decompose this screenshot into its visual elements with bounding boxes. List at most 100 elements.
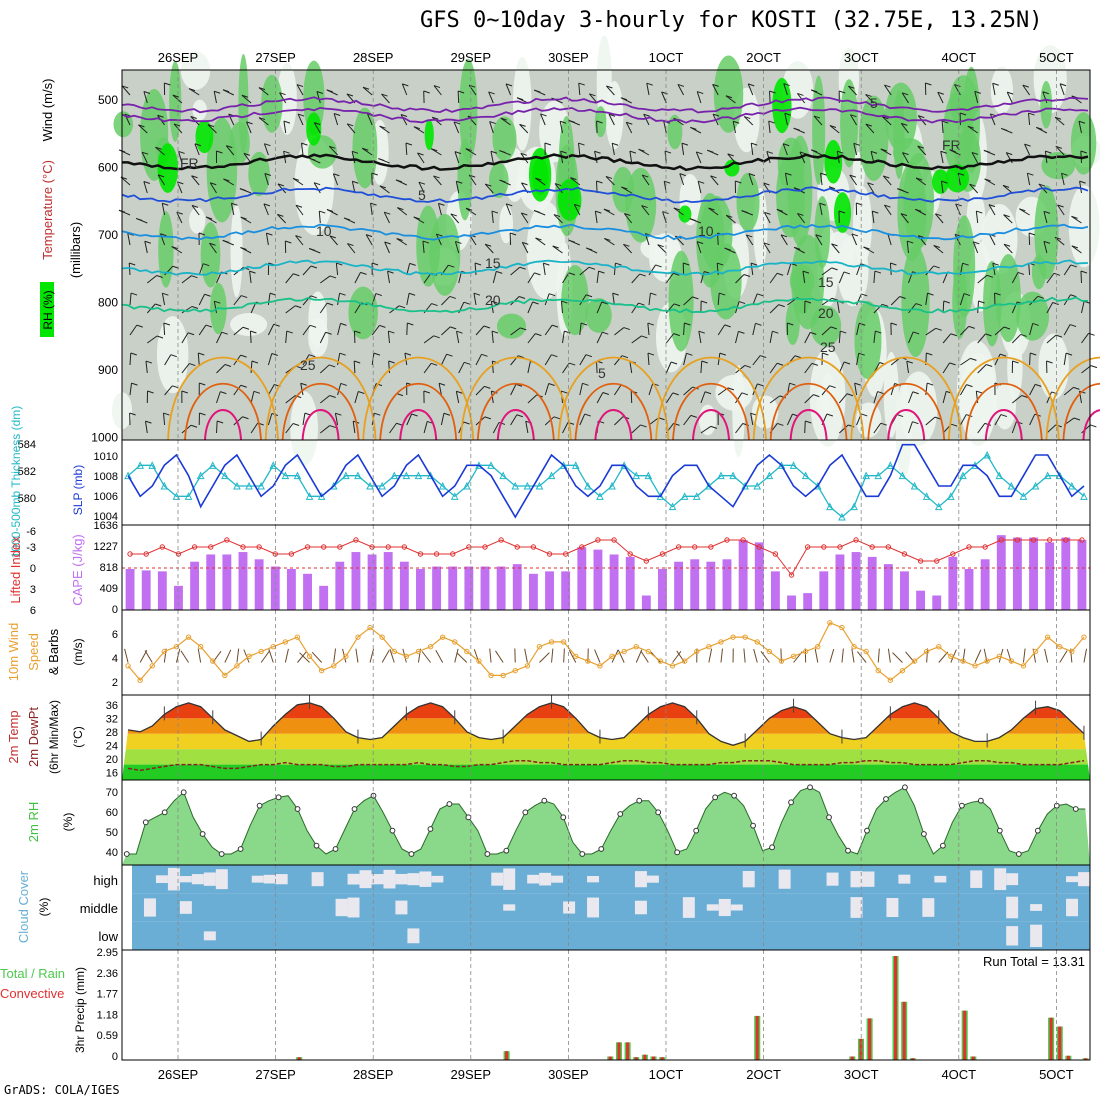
wind-barb-flag (1070, 294, 1077, 298)
wind-barb-flag (450, 326, 457, 330)
wind-barb (725, 95, 736, 104)
wind10-barb (299, 652, 310, 663)
wind-barb-flag (681, 142, 689, 146)
wind-barb (665, 392, 674, 404)
temp-contour-5 (121, 186, 1089, 204)
wind-barb-flag (561, 300, 568, 304)
temp-contour-30 (1062, 383, 1100, 441)
rh2m-point (522, 809, 529, 816)
rh-moist-patch (612, 166, 635, 213)
wind-barb (901, 92, 909, 104)
date-label-bottom: 3OCT (844, 1067, 879, 1082)
wind-barb (1055, 146, 1065, 156)
wind-barb (797, 213, 806, 224)
date-label-top: 3OCT (844, 50, 879, 65)
wind-barb (696, 91, 702, 104)
temp-band (122, 718, 1090, 734)
wind-barb (456, 331, 460, 344)
wind-barb-flag (986, 364, 993, 367)
temp-tick: 32 (106, 714, 118, 726)
wind-barb-flag (750, 262, 758, 266)
rh-dry-patch (605, 81, 624, 150)
wind-barb-flag (263, 203, 271, 207)
wind-barb-flag (465, 207, 473, 211)
wind-barb-flag (1070, 264, 1077, 268)
temp-contour-30 (184, 383, 262, 441)
wind-barb (994, 353, 1001, 366)
wind-barb-flag (1003, 214, 1010, 218)
thickness-point (160, 481, 169, 490)
wind-barb (925, 293, 928, 306)
rh-dry-patch (990, 66, 1013, 115)
wind-barb-flag (751, 142, 758, 146)
wind-barb-flag (379, 125, 386, 129)
wind-barb-flag (379, 185, 387, 189)
wind-barb-flag (160, 233, 167, 237)
wind-barb-flag (156, 335, 164, 339)
wind-barb-flag (829, 385, 836, 389)
cloud-gap (587, 897, 600, 918)
wind-barb (683, 296, 693, 306)
thickness-point (1043, 471, 1052, 480)
wind-barb-flag (766, 150, 774, 154)
wind-barb (527, 301, 534, 314)
wind-barb (365, 234, 373, 246)
temp-contour-30 (281, 383, 360, 441)
wind-barb-flag (203, 263, 210, 267)
wind-barb-flag (397, 207, 404, 211)
wind-barb-flag (220, 391, 227, 395)
lifted-index-point (853, 537, 859, 543)
wind-barb-flag (443, 412, 451, 416)
precip-tick: 1.77 (97, 989, 118, 1001)
rh-moist-patch (1016, 291, 1050, 341)
cloud-gap (179, 876, 192, 883)
thickness-point (959, 471, 967, 480)
wind-barb-flag (915, 303, 923, 307)
wind-barb (491, 211, 494, 224)
wind-barb (908, 421, 913, 434)
rh-dry-patch (823, 231, 856, 271)
lifted-index-point (208, 544, 214, 550)
cape-bar (883, 564, 893, 610)
wind-barb-flag (875, 330, 882, 334)
thickness-point (789, 461, 798, 469)
wind-barb (161, 293, 166, 306)
wind-barb-flag (963, 293, 971, 297)
wind-barb-flag (292, 423, 300, 426)
rh2m-point (996, 827, 1003, 834)
lifted-index-point (966, 544, 972, 550)
thickness-point (208, 461, 217, 469)
cloud-gap (1078, 872, 1090, 887)
cape-bar (1045, 542, 1055, 610)
wind-barb (510, 327, 521, 336)
wind-barb (267, 293, 271, 306)
wind-barb (748, 173, 754, 186)
wind-barb (527, 361, 531, 374)
wind-barb (695, 151, 702, 164)
cloud-gap (850, 871, 863, 888)
wind10-barb (260, 650, 270, 663)
wind-barb-flag (343, 217, 351, 221)
rh2m-point (617, 811, 624, 817)
wind-barb-flag (794, 355, 802, 359)
wind-barb (643, 114, 650, 126)
wind-speed-point (560, 639, 567, 645)
wind-barb-flag (849, 174, 856, 178)
wind-barb-flag (602, 391, 610, 395)
wind-barb (594, 211, 598, 224)
wind-barb-flag (811, 149, 818, 153)
pressure-tick-label: 500 (98, 93, 118, 107)
wind-barb (458, 362, 465, 374)
wind-barb (510, 384, 517, 396)
wind-barb (233, 326, 244, 336)
wind-barb-flag (570, 177, 577, 181)
contour-label: 10 (316, 223, 332, 239)
wind10-barb (672, 650, 682, 663)
wind-barb-flag (325, 331, 332, 335)
legend-rh-swatch (40, 282, 54, 337)
rh2m-point (275, 794, 282, 801)
wind-barb-flag (925, 82, 932, 86)
wind10-barb (489, 648, 492, 663)
wind-barb-flag (468, 84, 476, 88)
cloud-gap (850, 897, 863, 918)
